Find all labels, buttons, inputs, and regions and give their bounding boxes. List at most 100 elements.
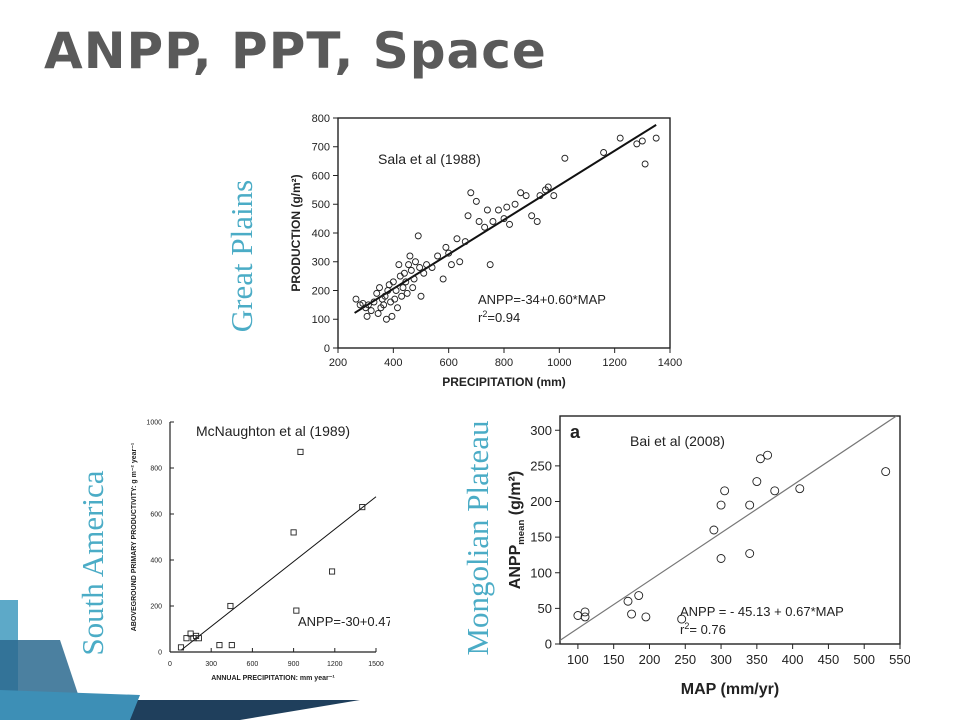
great-plains-chart: 200 400 600 800 1000 1200 1400 0 100 200 300 400 500… <box>289 113 682 389</box>
data-point <box>550 192 558 200</box>
data-point <box>400 269 408 277</box>
r-squared-superscript: 2 <box>482 309 487 319</box>
region-label-south-america: South America <box>75 470 110 656</box>
x-tick-label: 800 <box>495 357 513 369</box>
data-point <box>423 261 430 269</box>
data-point <box>461 238 469 246</box>
x-tick-label: 500 <box>853 652 875 667</box>
data-point <box>623 596 633 606</box>
x-tick-label: 350 <box>746 652 768 667</box>
x-axis-label: MAP (mm/yr) <box>681 681 779 698</box>
data-point <box>293 607 300 614</box>
x-tick-label: 900 <box>288 661 300 668</box>
data-point <box>677 614 687 624</box>
data-point <box>370 298 378 306</box>
data-point <box>445 249 453 257</box>
data-point <box>416 264 424 271</box>
data-point <box>511 200 519 208</box>
data-point <box>412 258 419 266</box>
y-tick-label: 100 <box>530 565 552 580</box>
x-tick-label: 200 <box>639 652 661 667</box>
x-tick-label: 300 <box>205 661 217 668</box>
data-point <box>398 292 406 300</box>
data-point <box>363 312 371 320</box>
data-point <box>503 203 511 211</box>
data-point <box>329 568 336 575</box>
data-point <box>522 192 530 200</box>
data-point <box>506 220 513 228</box>
data-point <box>380 301 388 309</box>
x-tick-label: 300 <box>710 652 732 667</box>
data-point <box>396 272 404 280</box>
y-axis-label: ANPPmean (g/m²) <box>507 471 527 589</box>
data-point <box>388 312 396 320</box>
data-point <box>720 486 730 496</box>
data-point <box>359 504 366 511</box>
r-squared-superscript: 2 <box>684 621 689 631</box>
x-tick-label: 1500 <box>368 661 384 668</box>
slide-title: ANPP, PPT, Space <box>44 22 547 80</box>
x-axis-label: ANNUAL PRECIPITATION: mm year⁻¹ <box>211 675 335 682</box>
y-tick-label: 1000 <box>146 419 162 426</box>
data-point <box>795 484 805 494</box>
y-tick-label: 500 <box>312 199 330 211</box>
data-point <box>752 477 762 487</box>
data-point <box>434 252 442 260</box>
data-point <box>374 310 382 317</box>
plot-frame <box>559 415 901 645</box>
y-tick-label: 200 <box>312 285 330 297</box>
data-point <box>580 607 590 617</box>
data-point <box>297 448 304 455</box>
data-point <box>881 467 891 477</box>
data-point <box>228 642 235 649</box>
data-point <box>495 206 502 214</box>
data-point <box>600 149 608 156</box>
r-squared-label: r2= 0.76 <box>680 621 726 637</box>
regression-equation: ANPP = - 45.13 + 0.67*MAP <box>680 604 844 619</box>
data-point <box>385 281 393 289</box>
data-point <box>517 189 525 197</box>
data-point <box>641 160 649 168</box>
data-point <box>227 602 234 610</box>
y-tick-label: 0 <box>545 637 552 652</box>
data-point <box>533 218 541 225</box>
data-point <box>755 454 765 464</box>
data-point <box>481 223 489 231</box>
mongolian-plateau-chart: 100 150 200 250 300 350 400 450 500 550 0 50 100 150 2… <box>507 415 910 698</box>
x-tick-label: 100 <box>567 652 589 667</box>
data-point <box>616 134 624 142</box>
y-tick-label: 0 <box>324 343 330 355</box>
data-point <box>410 275 418 283</box>
data-point <box>387 298 395 306</box>
r-squared-value: =0.94 <box>487 310 520 325</box>
data-point <box>456 258 464 266</box>
data-point <box>745 549 755 558</box>
y-tick-label: 300 <box>530 423 552 438</box>
x-tick-label: 150 <box>603 652 625 667</box>
regression-line <box>354 124 657 314</box>
data-point <box>472 197 480 205</box>
data-point <box>382 315 390 323</box>
data-point <box>409 284 417 292</box>
data-point <box>406 252 414 260</box>
y-tick-label: 150 <box>530 530 552 545</box>
data-point <box>405 261 413 269</box>
x-tick-label: 550 <box>889 652 910 667</box>
y-axis-label: PRODUCTION (g/m²) <box>289 174 303 291</box>
x-tick-label: 600 <box>439 357 457 369</box>
data-point <box>364 301 372 309</box>
data-point <box>391 295 399 303</box>
y-tick-label: 600 <box>150 511 162 518</box>
data-point <box>177 644 185 651</box>
x-tick-label: 200 <box>329 357 347 369</box>
data-point <box>627 609 637 619</box>
y-tick-label: 100 <box>312 314 330 326</box>
data-point <box>544 183 552 191</box>
data-point <box>395 261 403 269</box>
y-axis-label: ABOVEGROUND PRIMARY PRODUCTIVITY: g m⁻² … <box>131 442 138 631</box>
y-tick-label: 600 <box>312 170 330 182</box>
x-tick-label: 250 <box>674 652 696 667</box>
data-point <box>634 591 644 601</box>
y-tick-label: 0 <box>158 649 162 656</box>
data-point <box>580 612 590 622</box>
